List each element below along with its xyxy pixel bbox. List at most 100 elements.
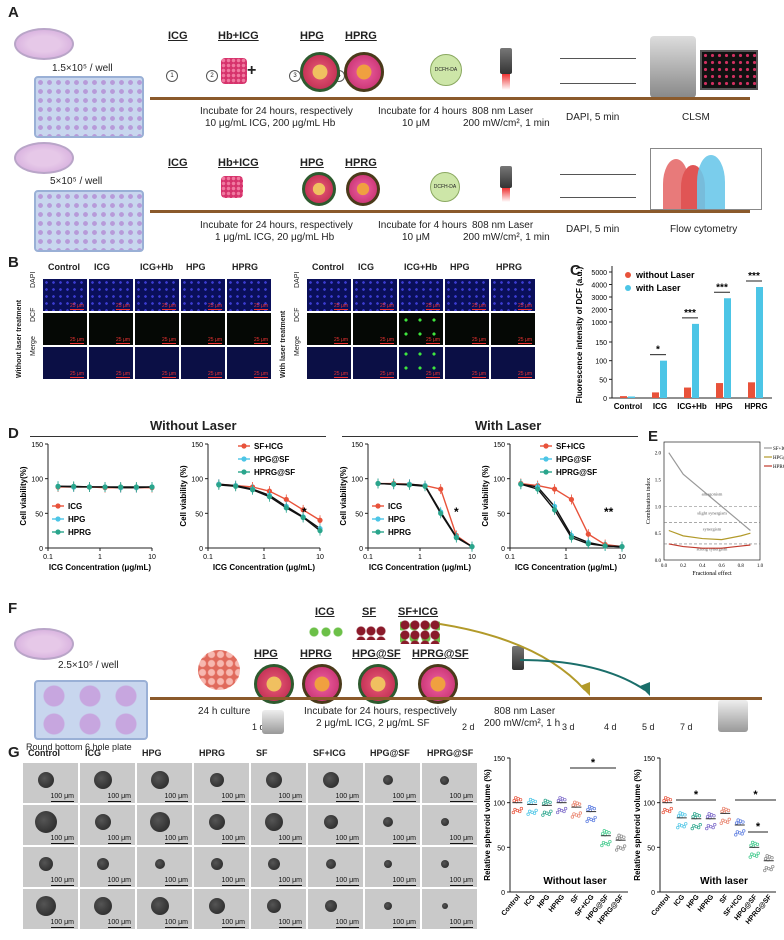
c-bar-4-0: [748, 382, 755, 398]
g1-pt-5-2: [740, 832, 744, 836]
g0-pt-7-9: [617, 833, 621, 837]
d3-pt-2-1: [535, 486, 541, 492]
d0-pt-0-1: [71, 484, 77, 490]
e-zone-3: strong synergism: [697, 546, 728, 551]
d1-legend-dot-1: [241, 456, 247, 462]
d0-pt-1-0: [55, 483, 61, 489]
d0-xlabel: ICG Concentration (μg/mL): [49, 563, 152, 572]
g1-ytick-label-3: 150: [643, 756, 655, 763]
step-text-f: Incubate for 24 hours, respectively: [304, 706, 457, 717]
d2-legend-1: HPG: [388, 515, 405, 524]
c-legend-dot-0: [625, 272, 631, 278]
g-col-7: HPRG@SF: [427, 748, 474, 758]
b-col-left-2: ICG+Hb: [140, 262, 174, 272]
g1-pt-6-3: [749, 843, 753, 848]
c-ytick-label-3: 150: [595, 340, 607, 347]
c-sig-1: *: [656, 345, 660, 356]
d1-legend-0: SF+ICG: [254, 442, 283, 451]
c-xtick-0: Control: [614, 402, 642, 411]
spheroid-img-0-2: 100 μm: [136, 762, 193, 804]
end-text-a2: Flow cytometry: [670, 224, 738, 235]
spheroid-cluster-icon: [198, 650, 240, 690]
g0-pt-5-2: [591, 818, 596, 823]
group-label-icg-a1: ICG: [168, 30, 188, 42]
c-ytick-label-4: 1000: [591, 320, 607, 327]
g1-pt-2-4: [694, 824, 698, 829]
d0-pt-0-2: [86, 484, 92, 490]
e-series-1: [668, 529, 751, 541]
d2-pt-1-3: [422, 483, 428, 489]
panel-label-b: B: [8, 254, 19, 271]
spheroid-scalebar-0-5: 100 μm: [335, 793, 359, 802]
d2-pt-0-2: [406, 481, 412, 487]
step2b-text-a1: 10 μM: [402, 118, 430, 129]
g0-pt-1-5: [533, 799, 537, 804]
panel-label-g: G: [8, 744, 20, 761]
c-xtick-2: ICG+Hb: [677, 402, 707, 411]
d3-pt-1-1: [535, 484, 541, 490]
g1-pt-6-5: [755, 842, 760, 847]
e-series-2: [668, 543, 751, 549]
spheroid-scalebar-3-3: 100 μm: [221, 919, 245, 928]
panel-label-a: A: [8, 4, 19, 21]
g0-pt-4-6: [572, 812, 576, 816]
g0-pt-4-7: [575, 801, 579, 805]
flow-histogram-icon: [650, 148, 762, 210]
g0-pt-2-2: [547, 812, 551, 816]
g1-pt-0-7: [666, 797, 670, 801]
group-label-hprg-f: HPRG: [300, 648, 332, 660]
group-label-icg-f: ICG: [315, 606, 335, 618]
panel-label-f: F: [8, 600, 18, 617]
scalebar-left-1-0: 25 μm: [70, 337, 84, 344]
scalebar-right-2-2: 25 μm: [426, 371, 440, 378]
g1-pt-4-3: [720, 809, 724, 814]
panel-d-title-right: With Laser: [475, 418, 542, 433]
d1-pt-0-4: [283, 496, 289, 503]
spheroid-scalebar-0-4: 100 μm: [278, 793, 302, 802]
arrowhead-5d: [640, 682, 650, 696]
micrograph-left-1-3: 25 μm: [180, 312, 226, 346]
laser-icon-f: [512, 646, 524, 670]
b-col-left-1: ICG: [94, 262, 111, 272]
spheroid-img-0-1: 100 μm: [79, 762, 136, 804]
d3-pt-1-0: [518, 481, 524, 487]
spheroid-img-2-5: 100 μm: [307, 846, 364, 888]
d2-ytick-label-2: 100: [351, 477, 363, 484]
g-col-2: HPG: [142, 748, 162, 758]
sficg-particles-icon: [400, 620, 440, 644]
d0-pt-2-0: [55, 483, 61, 489]
e-legend-2: HPRG@SF: [773, 465, 784, 470]
d1-pt-1-4: [283, 503, 289, 509]
c-bar-1-1: [660, 360, 667, 398]
c-ytick-label-7: 4000: [591, 283, 607, 290]
micrograph-right-1-0: 25 μm: [306, 312, 352, 346]
g1-pt-5-4: [738, 831, 742, 835]
g1-pt-3-6: [706, 823, 710, 828]
d1-pt-2-5: [300, 514, 306, 521]
g0-pt-5-9: [587, 805, 592, 809]
g0-pt-2-4: [545, 811, 549, 815]
d1-pt-2-1: [233, 483, 239, 489]
spheroid-blob-3-5: [324, 900, 337, 912]
spheroid-img-2-3: 100 μm: [193, 846, 250, 888]
c-xtick-1: ICG: [653, 402, 667, 411]
d3-pt-0-4: [585, 531, 591, 537]
micrograph-left-2-0: 25 μm: [42, 346, 88, 380]
hprg-nanoparticle-icon: [344, 52, 384, 92]
c-ytick-label-0: 0: [603, 396, 607, 403]
g1-pt-6-4: [752, 853, 756, 857]
g0-pt-6-1: [603, 833, 607, 837]
spheroid-blob-2-3: [210, 858, 223, 870]
scalebar-right-0-3: 25 μm: [472, 303, 486, 310]
d0-pt-1-5: [133, 485, 139, 491]
g1-ytick-label-1: 50: [647, 845, 655, 852]
spheroid-blob-0-5: [322, 772, 339, 788]
laser-text-a2: 808 nm Laser: [472, 220, 534, 231]
step1-text-a2: Incubate for 24 hours, respectively: [200, 220, 353, 231]
d3-legend-1: HPG@SF: [556, 455, 591, 464]
g1-xtick-6: HPG@SF: [734, 893, 760, 922]
d1-ytick-label-1: 50: [195, 511, 203, 518]
b-col-right-0: Control: [312, 262, 344, 272]
micrograph-right-0-0: 25 μm: [306, 278, 352, 312]
spheroid-scalebar-3-2: 100 μm: [164, 919, 188, 928]
